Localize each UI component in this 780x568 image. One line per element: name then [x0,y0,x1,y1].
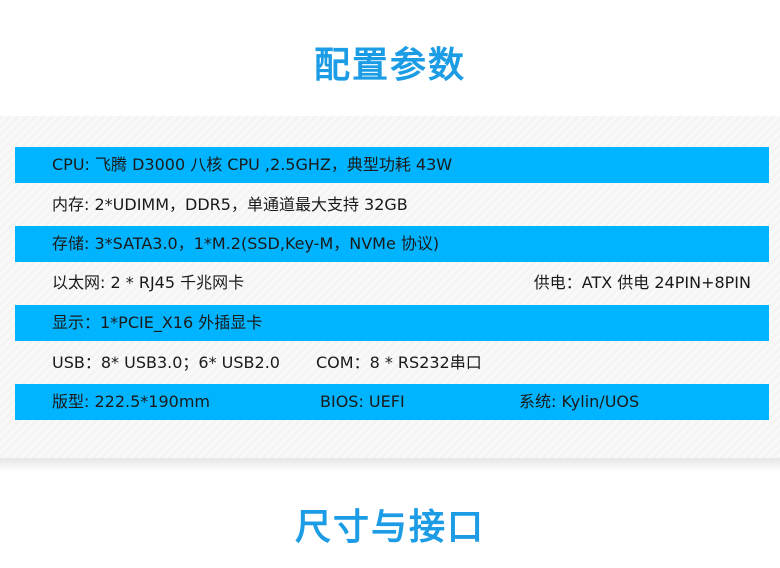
spec-row-memory: 内存: 2*UDIMM，DDR5，单通道最大支持 32GB [15,187,769,223]
section-title-config: 配置参数 [313,45,466,86]
spec-usb: USB：8* USB3.0；6* USB2.0 [52,353,280,372]
spec-os: 系统: Kylin/UOS [519,392,640,411]
section-title-size: 尺寸与接口 [294,507,485,548]
spec-ethernet: 以太网: 2 * RJ45 千兆网卡 [52,273,245,292]
spec-cpu: CPU: 飞腾 D3000 八核 CPU ,2.5GHZ，典型功耗 43W [52,155,453,174]
spec-bios: BIOS: UEFI [320,392,405,411]
spec-row-display: 显示：1*PCIE_X16 外插显卡 [15,305,769,341]
spec-row-cpu: CPU: 飞腾 D3000 八核 CPU ,2.5GHZ，典型功耗 43W [15,147,769,183]
spec-row-board: 版型: 222.5*190mm BIOS: UEFI 系统: Kylin/UOS [15,384,769,420]
spec-storage: 存储: 3*SATA3.0，1*M.2(SSD,Key-M，NVMe 协议) [52,234,440,253]
spec-row-storage: 存储: 3*SATA3.0，1*M.2(SSD,Key-M，NVMe 协议) [15,226,769,262]
spec-formfactor: 版型: 222.5*190mm [52,392,210,411]
spec-display: 显示：1*PCIE_X16 外插显卡 [52,313,263,332]
spec-power: 供电：ATX 供电 24PIN+8PIN [533,273,751,292]
spec-com: COM：8 * RS232串口 [316,353,482,372]
spec-row-network: 以太网: 2 * RJ45 千兆网卡 供电：ATX 供电 24PIN+8PIN [15,265,769,301]
spec-memory: 内存: 2*UDIMM，DDR5，单通道最大支持 32GB [52,195,408,214]
spec-row-io: USB：8* USB3.0；6* USB2.0 COM：8 * RS232串口 [15,345,769,381]
panel-shadow [0,458,780,472]
